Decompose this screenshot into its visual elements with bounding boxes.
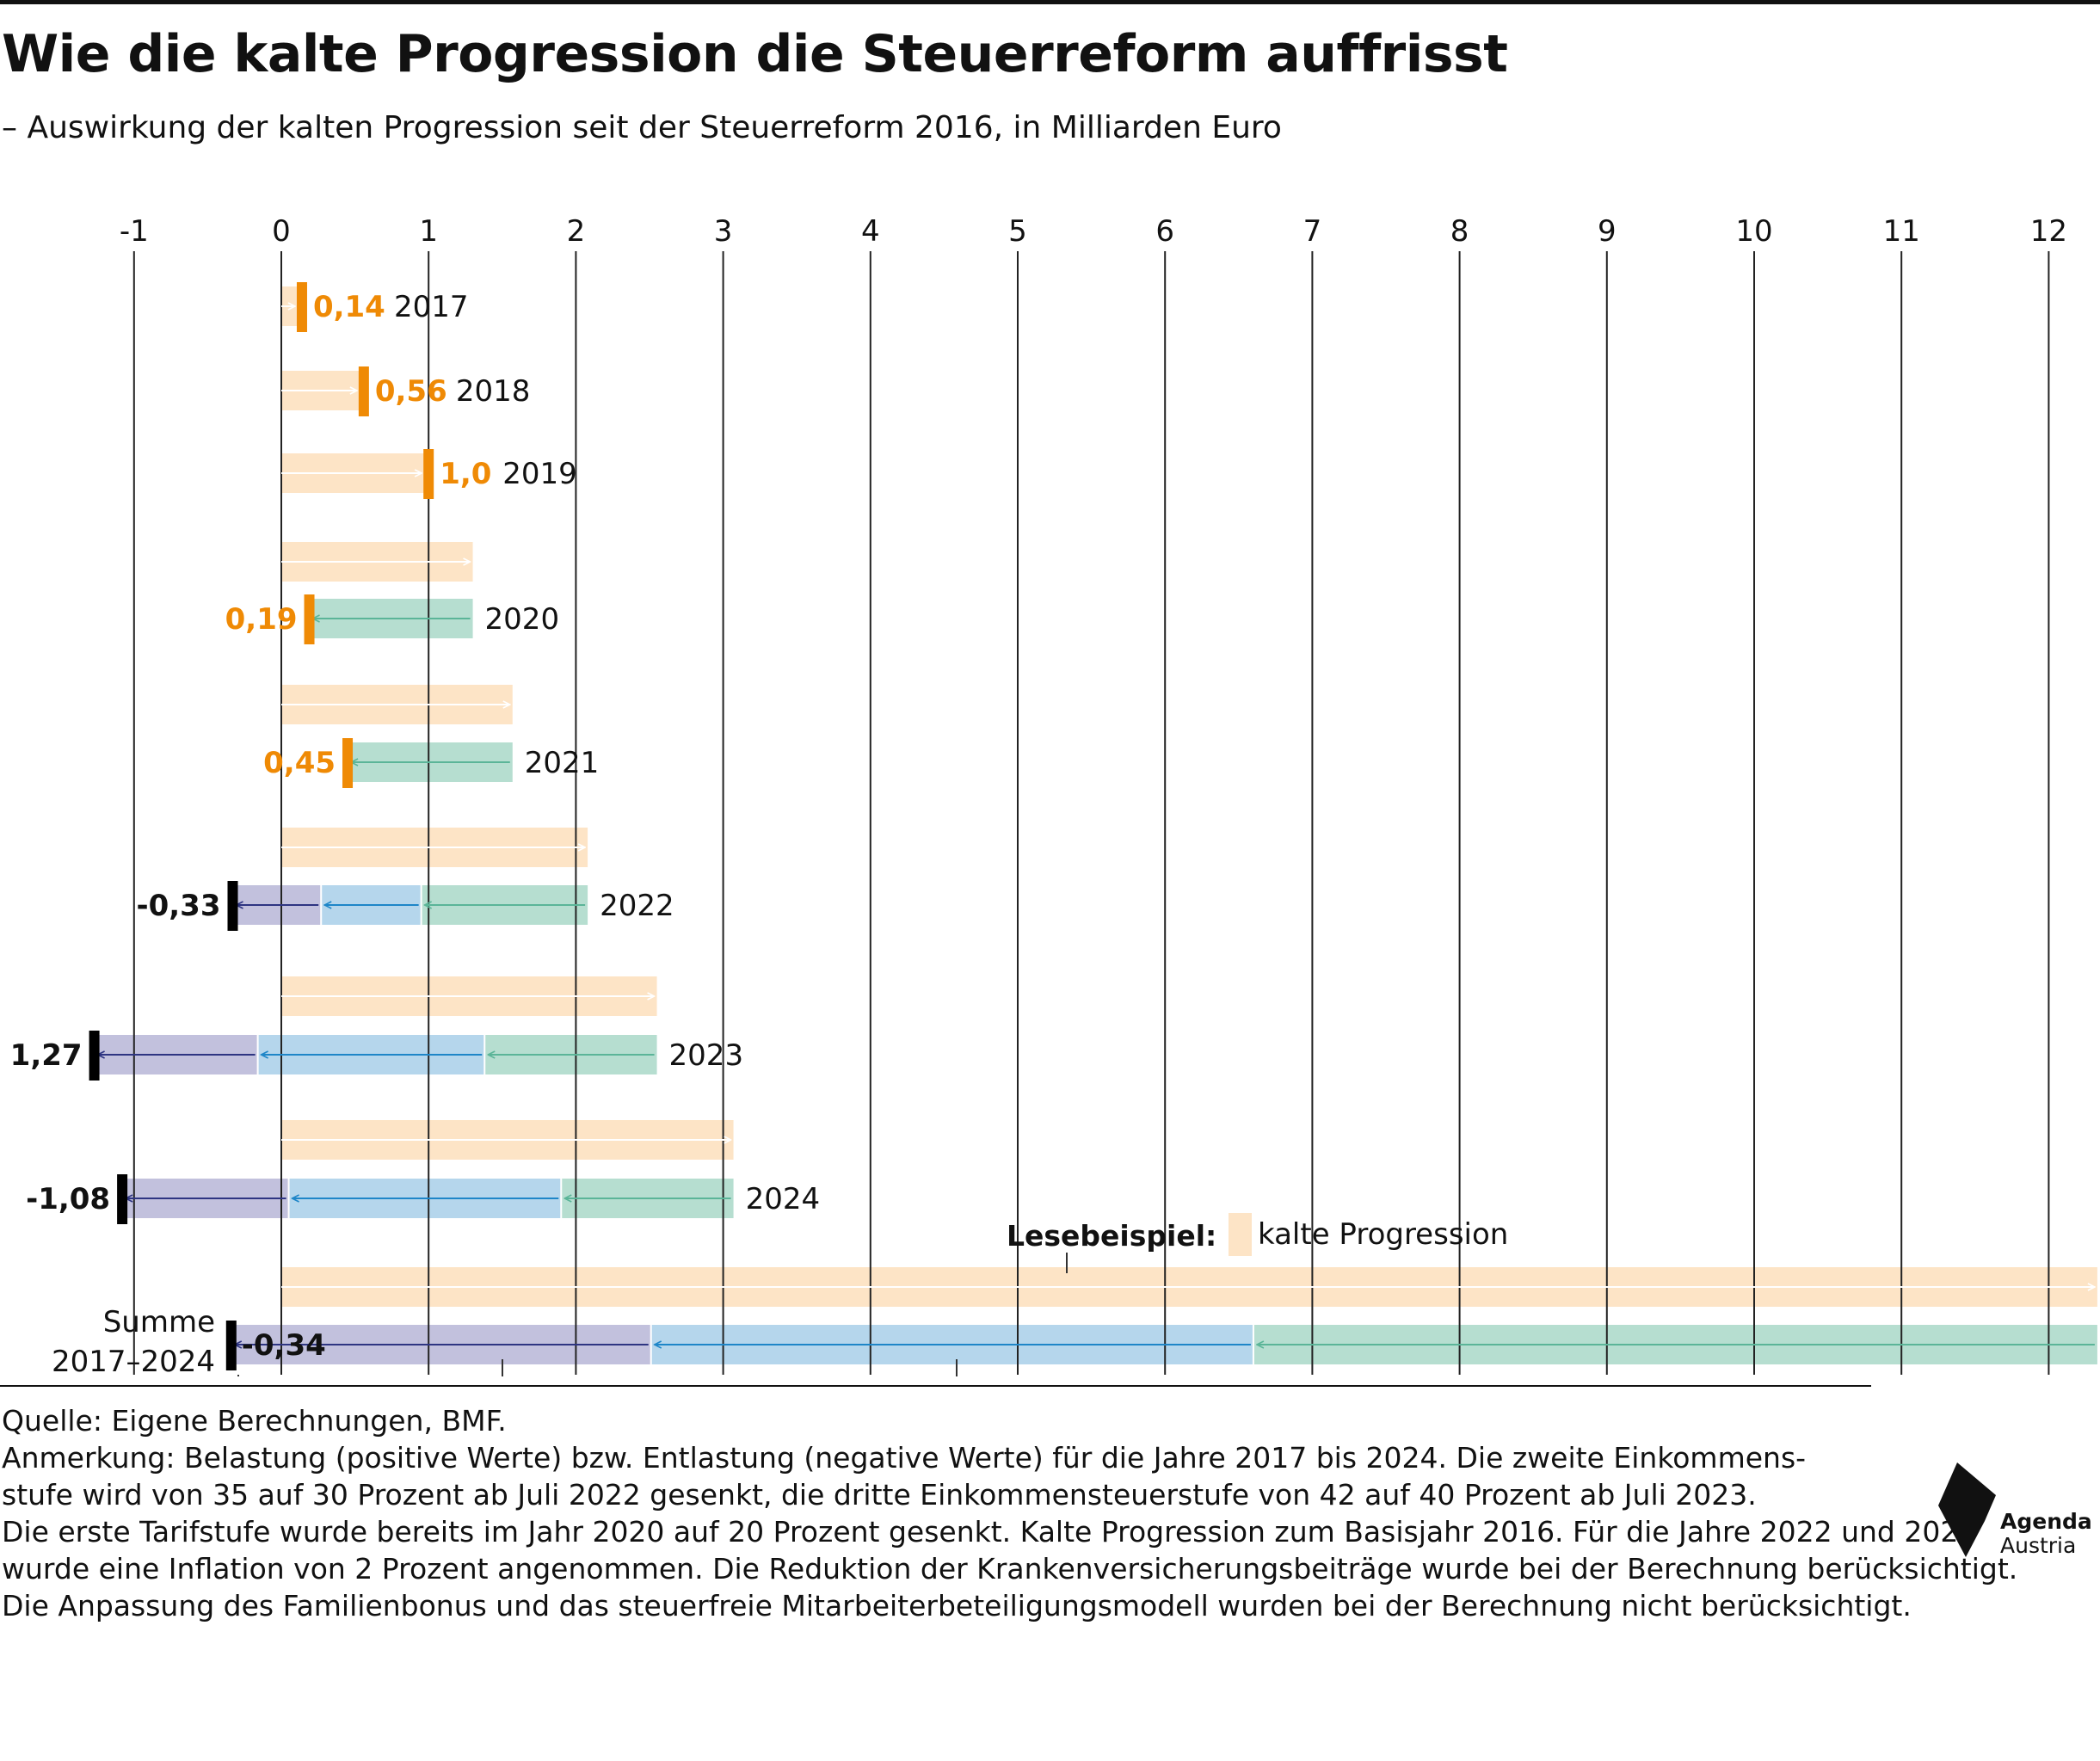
final-value-label: -0,33 — [137, 889, 221, 923]
legend-example-label: Lesebeispiel: — [1007, 1219, 1216, 1253]
year-label: 2020 — [485, 602, 560, 637]
final-marker — [342, 738, 354, 788]
footer-notes: Quelle: Eigene Berechnungen, BMF. Anmerk… — [2, 1402, 2092, 1624]
year-label: 2019 — [502, 457, 577, 491]
final-value-label: -0,34 — [242, 1328, 326, 1363]
source-note: Quelle: Eigene Berechnungen, BMF. — [2, 1404, 507, 1438]
x-tick-label: 10 — [1735, 214, 1772, 249]
x-tick-label: 8 — [1450, 214, 1469, 249]
chart-title: Wie die kalte Progression die Steuerrefo… — [2, 24, 1508, 84]
remark-line: Die erste Tarifstufe wurde bereits im Ja… — [2, 1515, 1977, 1549]
year-label: 2023 — [669, 1038, 744, 1073]
remark-line: stufe wird von 35 auf 30 Prozent ab Juli… — [2, 1478, 1757, 1512]
remark-line: wurde eine Inflation von 2 Prozent angen… — [2, 1552, 2018, 1586]
final-marker — [296, 282, 307, 332]
chart-subtitle: – Auswirkung der kalten Progression seit… — [2, 110, 1282, 145]
agenda-austria-logo-icon — [1938, 1462, 1996, 1557]
logo-line-austria: Austria — [2000, 1533, 2077, 1558]
final-marker — [225, 1321, 237, 1370]
year-label: 2018 — [456, 374, 531, 409]
year-label: 2017–2024 — [52, 1345, 215, 1376]
x-tick-label: 0 — [272, 214, 291, 249]
final-value-label: 1,0 — [440, 457, 491, 491]
footer-rule — [0, 1385, 1871, 1387]
final-value-label: 0,45 — [263, 746, 336, 780]
x-tick-label: 2 — [567, 214, 586, 249]
final-value-label: 0,14 — [313, 290, 385, 324]
year-label: 2017 — [394, 290, 469, 324]
final-marker — [304, 594, 315, 644]
x-tick-label: 3 — [714, 214, 733, 249]
logo-line-agenda: Agenda — [2000, 1509, 2092, 1534]
remark-line: Die Anpassung des Familienbonus und das … — [2, 1589, 1912, 1622]
final-marker — [117, 1174, 128, 1224]
final-value-label: 0,56 — [375, 374, 447, 409]
legend-swatch-kalte-progression — [1229, 1213, 1252, 1256]
x-tick-label: 5 — [1008, 214, 1027, 249]
remark-line: Anmerkung: Belastung (positive Werte) bz… — [2, 1441, 1807, 1475]
x-tick-label: 4 — [861, 214, 880, 249]
x-tick-label: 11 — [1883, 214, 1920, 249]
year-label: 2022 — [600, 889, 674, 923]
x-tick-label: 7 — [1303, 214, 1322, 249]
final-marker — [89, 1031, 100, 1081]
x-tick-label: -1 — [120, 214, 149, 249]
final-marker — [227, 881, 238, 931]
legend-label-kalte-progression: kalte Progression — [1258, 1217, 1508, 1252]
year-label: Summe — [103, 1305, 215, 1339]
year-label: 2021 — [525, 746, 600, 780]
x-tick-label: 6 — [1155, 214, 1174, 249]
top-rule — [0, 0, 2100, 4]
final-value-label: -1,08 — [26, 1182, 110, 1216]
logo-text: Agenda Austria — [2000, 1510, 2092, 1558]
final-marker — [423, 449, 434, 499]
x-tick-label: 1 — [419, 214, 438, 249]
year-label: 2024 — [746, 1182, 821, 1216]
x-tick-label: 9 — [1598, 214, 1617, 249]
final-marker — [358, 366, 369, 416]
x-tick-label: 12 — [2030, 214, 2067, 249]
final-value-label: 0,19 — [225, 602, 298, 637]
final-value-label: - 1,27 — [0, 1038, 83, 1073]
